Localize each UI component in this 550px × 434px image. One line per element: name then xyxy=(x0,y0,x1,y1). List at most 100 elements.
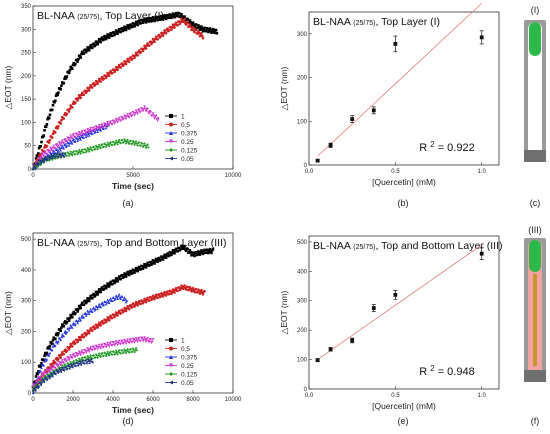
series-point xyxy=(74,152,77,156)
series-point xyxy=(147,20,151,23)
series-0.05 xyxy=(31,151,66,171)
series-point xyxy=(92,306,96,310)
series-point xyxy=(76,60,79,63)
series-point xyxy=(50,375,54,378)
series-point xyxy=(109,350,112,353)
panel-a-time-course: 0 5000 10000 0 50 100 150 200 250 300 350 BL-NAA (2… xyxy=(3,4,242,191)
series-point xyxy=(191,26,195,29)
title-main: BL-NAA xyxy=(313,240,353,252)
series-point xyxy=(154,293,158,297)
series-point xyxy=(107,144,111,148)
series-point xyxy=(112,341,116,344)
series-point xyxy=(107,122,110,126)
series-point xyxy=(90,46,94,50)
y-tick-label: 150 xyxy=(21,97,32,103)
x-tick-label: 10000 xyxy=(225,397,242,403)
series-point xyxy=(77,133,80,137)
y-tick-label: 50 xyxy=(24,144,31,150)
series-point xyxy=(79,138,82,141)
series-point xyxy=(78,359,82,362)
series-point xyxy=(114,117,118,121)
series-point xyxy=(142,144,146,147)
series-point xyxy=(122,63,126,66)
series-point xyxy=(137,300,141,303)
series-point xyxy=(42,134,46,137)
title-main: BL-NAA xyxy=(37,10,77,22)
series-point xyxy=(108,142,112,145)
series-point xyxy=(90,132,94,136)
data-point xyxy=(371,306,376,310)
series-point xyxy=(57,154,60,158)
series-point xyxy=(100,319,104,323)
caption-f: (f) xyxy=(531,416,540,426)
y-tick-label: 100 xyxy=(21,360,32,366)
legend-entry: 0.5 xyxy=(181,346,190,353)
series-point xyxy=(65,112,69,116)
series-point xyxy=(133,113,136,117)
series-point xyxy=(82,136,86,139)
y-axis-label: △EOT (nm) xyxy=(279,290,289,334)
series-point xyxy=(130,350,134,353)
series-point xyxy=(90,297,94,300)
series-point xyxy=(70,153,74,157)
series-point xyxy=(77,360,81,363)
y-tick-label: 0 xyxy=(304,163,308,169)
series-point xyxy=(79,56,82,59)
series-point xyxy=(119,66,122,69)
series-point xyxy=(82,362,86,365)
series-point xyxy=(67,71,71,75)
series-point xyxy=(95,354,99,357)
series-point xyxy=(47,156,50,160)
panel-e-calibration: 0.0 0.5 1.0 0 100 200 300 400 500 BL-NAA (25/75),… xyxy=(279,235,503,411)
series-point xyxy=(82,352,86,355)
series-point xyxy=(126,24,129,27)
top-layer-green-2 xyxy=(529,240,541,272)
series-point xyxy=(87,148,90,151)
series-point xyxy=(99,80,102,83)
x-axis-label: [Quercetin] (mM) xyxy=(372,177,436,187)
data-point xyxy=(350,338,355,343)
series-point xyxy=(118,351,122,355)
legend-entry: 0.05 xyxy=(181,380,194,387)
series-point xyxy=(87,348,90,352)
series-point xyxy=(186,285,189,289)
y-tick-label: 100 xyxy=(297,358,308,364)
series-point xyxy=(167,16,171,19)
series-point xyxy=(129,338,132,341)
panel-b-calibration: 0.0 0.5 1.0 0 100 200 300 BL-NAA (25/75), Top L… xyxy=(279,2,500,187)
series-point xyxy=(44,150,47,154)
series-point xyxy=(82,335,86,339)
x-tick-label: 0 xyxy=(31,397,35,403)
series-point xyxy=(50,342,54,346)
series-point xyxy=(154,15,158,19)
series-point xyxy=(86,146,89,150)
series-point xyxy=(105,300,109,304)
series-point xyxy=(144,110,148,113)
fit-line xyxy=(317,2,483,157)
series-point xyxy=(45,357,49,361)
series-point xyxy=(96,326,99,329)
y-tick-label: 400 xyxy=(21,268,32,274)
series-point xyxy=(137,49,141,52)
series-point xyxy=(52,364,56,367)
series-point xyxy=(44,125,48,129)
series-point xyxy=(122,341,126,345)
series-point xyxy=(109,120,112,123)
series-point xyxy=(68,326,72,330)
series-point xyxy=(107,319,111,322)
series-point xyxy=(59,338,62,342)
series-point xyxy=(124,300,128,304)
series-point xyxy=(48,149,52,153)
series-point xyxy=(71,322,75,326)
series-point xyxy=(119,277,122,281)
series-point xyxy=(58,368,62,372)
series-point xyxy=(154,257,158,261)
series-point xyxy=(173,251,176,255)
series-point xyxy=(127,341,131,345)
series-point xyxy=(50,136,54,139)
series-point xyxy=(99,305,102,309)
series-point xyxy=(114,297,117,300)
series-point xyxy=(84,356,87,359)
series-point xyxy=(65,359,69,363)
series-point xyxy=(62,369,66,372)
